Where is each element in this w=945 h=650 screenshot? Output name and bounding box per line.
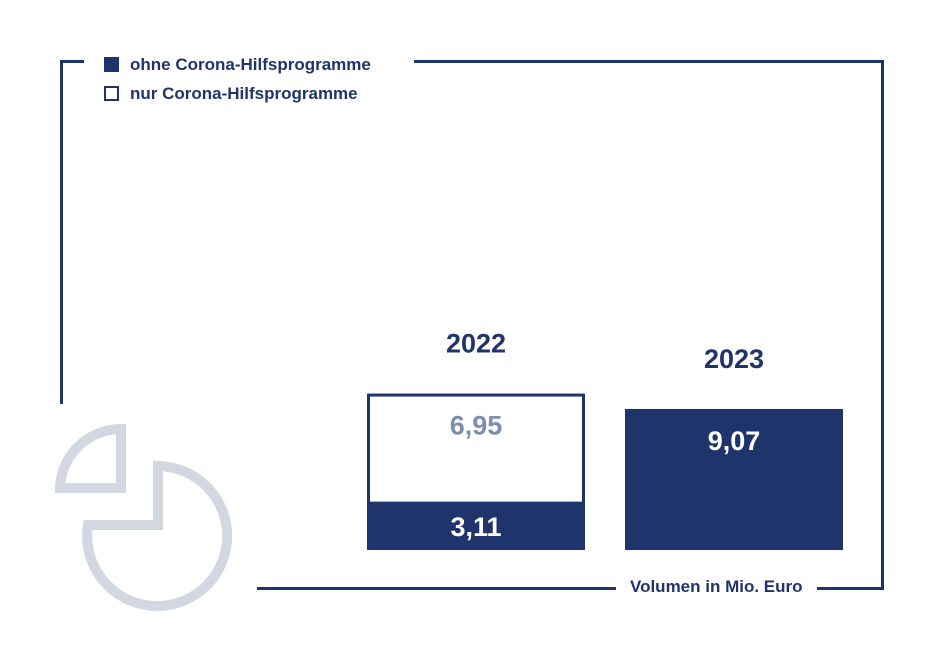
bars-layer: 2022 6,95 3,11 2023 9,07 [367,329,843,550]
legend-item-ohne: ohne Corona-Hilfsprogramme [104,50,371,79]
value-label-ohne-2023: 9,07 [708,426,761,456]
frame-top [414,60,884,63]
value-label-nur-2022: 6,95 [450,411,503,441]
legend: ohne Corona-Hilfsprogramme nur Corona-Hi… [104,50,383,108]
legend-label-nur: nur Corona-Hilfsprogramme [130,83,358,103]
bar-nur-2022 [367,393,585,506]
frame-bottom [257,587,884,590]
value-label-ohne-2022: 3,11 [450,512,501,542]
bar-ohne-2022 [367,501,585,550]
axis-unit-label: Volumen in Mio. Euro [616,574,817,600]
category-label-2022: 2022 [446,329,506,359]
legend-swatch-hollow [104,86,119,101]
category-label-2023: 2023 [704,344,764,374]
pie-chart-icon [54,423,233,611]
frame-right [881,60,884,590]
bar-ohne-2023 [625,408,843,550]
legend-label-ohne: ohne Corona-Hilfsprogramme [130,54,371,74]
frame-top-left [60,60,84,63]
frame-left [60,60,63,404]
pie-chart-icon-body [82,460,233,611]
legend-swatch-solid [104,57,119,72]
pie-chart-icon-slice [54,423,126,493]
legend-item-nur: nur Corona-Hilfsprogramme [104,79,371,108]
